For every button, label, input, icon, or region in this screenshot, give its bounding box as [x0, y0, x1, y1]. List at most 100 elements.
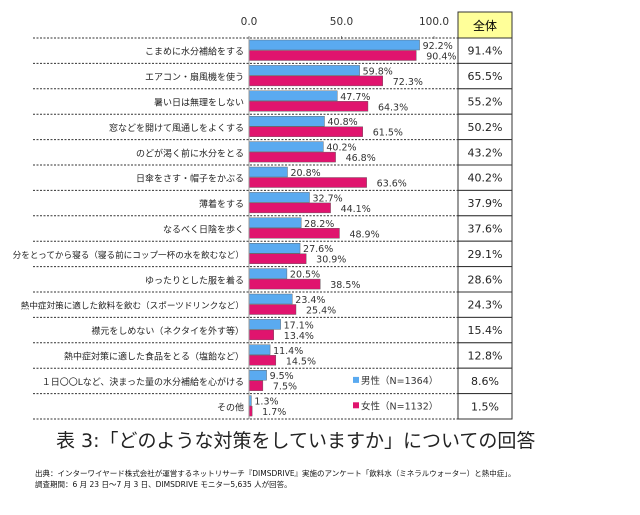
bar-male [248, 166, 288, 178]
data-label: 64.3% [378, 102, 408, 113]
bar-male [248, 242, 301, 254]
data-label: 13.4% [284, 331, 314, 342]
total-value: 40.2% [468, 172, 503, 185]
data-label: 47.7% [340, 92, 370, 103]
legend-label: 女性（N=1132） [361, 400, 438, 412]
period-note: 調査期間：6 月 23 日〜7 月 3 日、DIMSDRIVE モニター5,63… [35, 480, 292, 489]
category-label: エアコン・扇風機を使う [145, 71, 244, 83]
bar-female [248, 202, 331, 214]
bar-female [248, 50, 417, 61]
legend-swatch [353, 402, 359, 409]
bar-male [248, 344, 271, 355]
total-cell [457, 113, 513, 141]
legend-label: 男性（N=1364） [361, 375, 438, 387]
bar-female [248, 177, 367, 188]
category-label: 分をとってから寝る（寝る前にコップ一杯の水を飲むなど） [13, 249, 244, 261]
total-value: 8.6% [471, 375, 499, 388]
data-label: 40.8% [327, 117, 357, 128]
data-label: 72.3% [393, 77, 423, 88]
total-value: 43.2% [468, 146, 503, 159]
data-label: 61.5% [373, 128, 403, 139]
total-value: 29.1% [468, 248, 503, 261]
total-value: 12.8% [468, 350, 503, 363]
category-label: 熱中症対策に適した飲料を飲む（スポーツドリンクなど） [21, 300, 244, 312]
data-label: 40.2% [326, 143, 356, 154]
category-label: 熱中症対策に適した食品をとる（塩飴など） [64, 351, 244, 363]
total-value: 1.5% [471, 400, 499, 413]
total-cell [457, 393, 513, 420]
bar-female [248, 329, 274, 341]
bar-male [248, 217, 302, 229]
bar-female [248, 75, 383, 87]
bar-chart: 全体 0.0 50.0 100.0 91.4% こまめに水分補給をする 92.2%90.4%… [13, 11, 513, 420]
bar-male [248, 192, 310, 203]
total-value: 55.2% [468, 96, 503, 109]
data-label: 1.3% [254, 397, 278, 408]
category-label: 窓などを開けて風通しをよくする [109, 122, 244, 134]
x-tick-label: 0.0 [241, 16, 258, 28]
bar-male [248, 319, 281, 330]
data-label: 17.1% [284, 320, 314, 331]
data-label: 11.4% [273, 346, 303, 357]
source-note: 出典：インターワイヤード株式会社が運営するネットリサーチ『DIMSDRIVE』実… [35, 469, 516, 478]
data-label: 44.1% [341, 204, 371, 215]
data-label: 48.9% [349, 229, 379, 240]
bar-female [248, 101, 369, 112]
data-label: 92.2% [423, 41, 453, 52]
bar-male [248, 293, 293, 305]
total-cell [457, 164, 513, 191]
legend-swatch [353, 376, 359, 383]
total-value: 15.4% [468, 324, 503, 337]
category-label: １日〇〇Lなど、決まった量の水分補給を心がける [42, 376, 244, 388]
total-cell [457, 37, 513, 64]
data-label: 46.8% [346, 153, 376, 164]
bar-male [248, 39, 420, 51]
total-value: 65.5% [468, 70, 503, 83]
category-label: 襟元をしめない（ネクタイを外す等） [91, 325, 244, 337]
category-label: 日傘をさす・帽子をかぶる [136, 173, 244, 185]
category-label: のどが渇く前に水分をとる [136, 147, 244, 159]
data-label: 7.5% [273, 382, 297, 393]
bar-male [248, 370, 267, 381]
total-cell [457, 316, 513, 344]
category-label: 暑い日は無理をしない [154, 97, 244, 109]
total-cell [457, 342, 513, 369]
total-cell [457, 189, 513, 217]
category-label: 薄着をする [199, 198, 244, 210]
data-label: 23.4% [295, 295, 325, 306]
data-label: 27.6% [303, 244, 333, 255]
data-label: 30.9% [316, 255, 346, 266]
total-cell [457, 367, 513, 395]
total-value: 24.3% [468, 299, 503, 312]
data-label: 32.7% [312, 193, 342, 204]
data-label: 38.5% [330, 280, 360, 291]
total-value: 91.4% [468, 45, 503, 58]
bar-male [248, 268, 288, 279]
bar-male [248, 141, 324, 152]
category-label: なるべく日陰を歩く [163, 224, 244, 236]
data-label: 59.8% [363, 66, 393, 77]
category-label: ゆったりとした服を着る [145, 274, 244, 286]
total-cell [457, 215, 513, 242]
data-label: 14.5% [286, 356, 316, 367]
bar-male [248, 65, 360, 76]
bar-male [248, 115, 325, 127]
bar-female [248, 228, 340, 239]
total-cell [457, 62, 513, 90]
total-value: 37.6% [468, 223, 503, 236]
data-label: 28.2% [304, 219, 334, 230]
x-tick-label: 100.0 [419, 16, 449, 28]
data-label: 63.6% [377, 179, 407, 190]
category-label: その他 [217, 401, 244, 413]
data-label: 9.5% [270, 371, 294, 382]
total-header-cell [457, 11, 513, 39]
chart-title: 表 3:「どのような対策をしていますか」についての回答 [56, 430, 536, 452]
bar-female [248, 126, 363, 137]
total-value: 50.2% [468, 121, 503, 134]
total-value: 28.6% [468, 273, 503, 286]
bar-female [248, 253, 307, 264]
bar-female [248, 304, 297, 315]
bar-female [248, 380, 264, 391]
bar-female [248, 355, 277, 366]
